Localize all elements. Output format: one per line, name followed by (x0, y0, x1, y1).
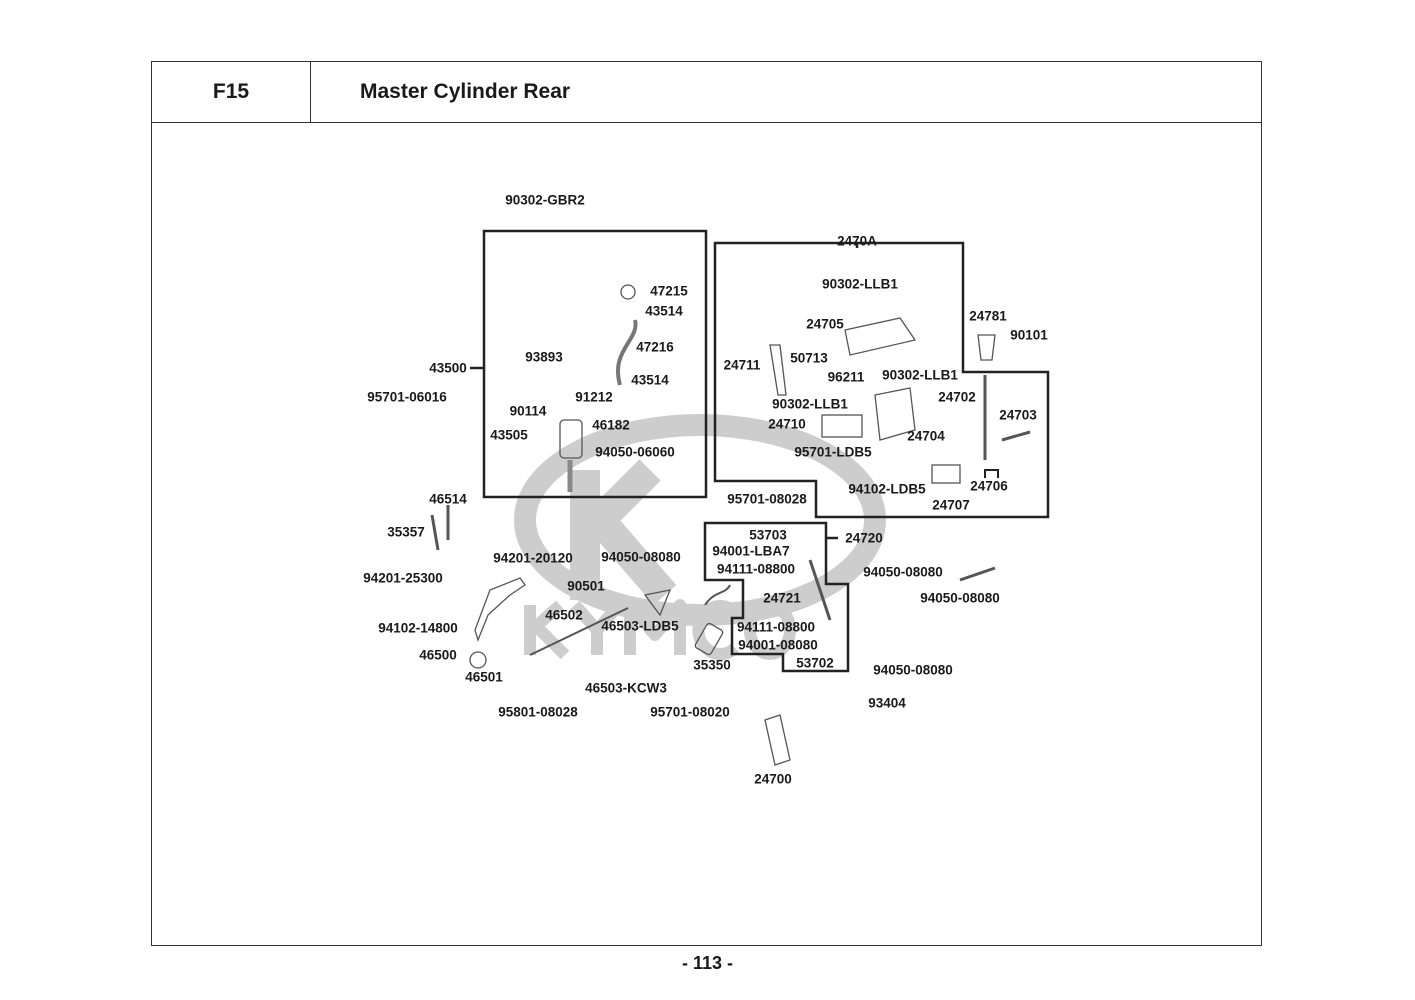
part-number-label: 24707 (932, 497, 970, 513)
part-number-label: 53703 (749, 527, 787, 543)
part-number-label: 47216 (636, 339, 674, 355)
part-number-label: 96211 (827, 369, 865, 385)
part-number-label: 24720 (845, 530, 883, 546)
part-number-label: 90302-LLB1 (822, 276, 898, 292)
part-number-label: 95701-06016 (367, 389, 447, 405)
part-number-label: 24721 (763, 590, 801, 606)
part-number-label: 94050-06060 (595, 444, 675, 460)
part-number-label: 43514 (631, 372, 669, 388)
part-number-label: 95701-08020 (650, 704, 730, 720)
part-number-label: 46514 (429, 491, 467, 507)
leader-line (984, 469, 999, 478)
part-number-label: 24711 (723, 357, 761, 373)
part-number-label: 94001-LBA7 (712, 543, 790, 559)
part-number-label: 2470A (837, 233, 877, 249)
part-number-label: 24710 (768, 416, 806, 432)
part-drawings (430, 284, 1031, 766)
part-number-label: 94050-08080 (601, 549, 681, 565)
part-number-label: 46500 (419, 647, 457, 663)
part-number-label: 94050-08080 (920, 590, 1000, 606)
part-number-label: 94102-LDB5 (848, 481, 926, 497)
part-number-label: 95701-08028 (727, 491, 807, 507)
part-number-label: 95701-LDB5 (794, 444, 872, 460)
part-number-label: 43514 (645, 303, 683, 319)
part-number-label: 94050-08080 (863, 564, 943, 580)
part-number-label: 93893 (525, 349, 563, 365)
part-number-label: 46182 (592, 417, 630, 433)
part-number-label: 94201-20120 (493, 550, 573, 566)
part-number-label: 90302-LLB1 (772, 396, 848, 412)
group-box-24720 (703, 521, 850, 673)
part-number-label: 90101 (1010, 327, 1048, 343)
page-number: - 113 - (681, 953, 734, 973)
part-number-label: 94201-25300 (363, 570, 443, 586)
part-number-label: 46503-KCW3 (585, 680, 667, 696)
group-box-2470A (713, 241, 1050, 519)
part-number-label: 24706 (970, 478, 1008, 494)
part-number-label: 35350 (693, 657, 731, 673)
part-number-label: 94001-08080 (738, 637, 818, 653)
part-number-label: 95801-08028 (498, 704, 578, 720)
part-number-label: 90302-LLB1 (882, 367, 958, 383)
part-number-label: 94111-08800 (716, 561, 796, 577)
part-number-label: 43500 (429, 360, 467, 376)
part-number-label: 24704 (907, 428, 945, 444)
part-number-label: 46503-LDB5 (601, 618, 679, 634)
watermark-lettering (524, 599, 796, 660)
part-number-label: 94111-08800 (736, 619, 816, 635)
group-box-43500 (482, 229, 708, 499)
section-code: F15 (151, 61, 311, 123)
part-number-label: 94050-08080 (873, 662, 953, 678)
part-number-label: 24700 (754, 771, 792, 787)
part-number-label: 24702 (938, 389, 976, 405)
part-number-label: 93404 (868, 695, 906, 711)
part-number-label: 35357 (387, 524, 425, 540)
part-number-label: 94102-14800 (378, 620, 458, 636)
part-number-label: 46502 (545, 607, 583, 623)
part-number-label: 24703 (999, 407, 1037, 423)
part-number-label: 47215 (650, 283, 688, 299)
part-number-label: 90114 (509, 403, 547, 419)
part-number-label: 91212 (575, 389, 613, 405)
part-number-label: 24705 (806, 316, 844, 332)
part-number-label: 50713 (790, 350, 828, 366)
part-number-label: 90302-GBR2 (505, 192, 585, 208)
part-number-label: 53702 (796, 655, 834, 671)
part-number-label: 46501 (465, 669, 503, 685)
part-number-label: 43505 (490, 427, 528, 443)
part-number-label: 24781 (969, 308, 1007, 324)
page-title: Master Cylinder Rear (310, 61, 1262, 123)
part-number-label: 90501 (567, 578, 605, 594)
